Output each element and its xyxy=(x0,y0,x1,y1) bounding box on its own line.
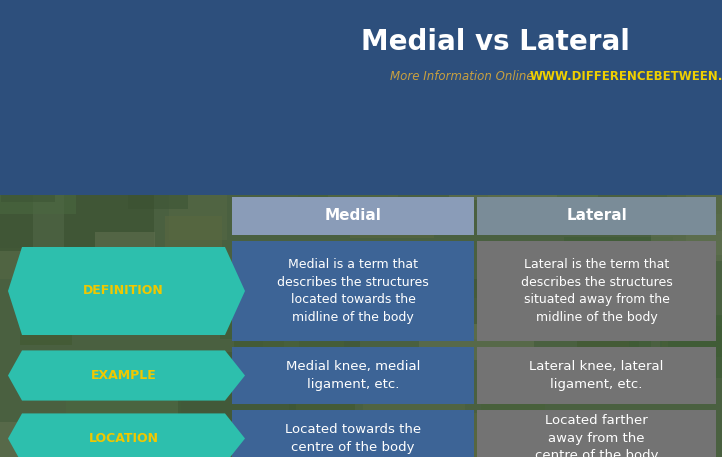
FancyBboxPatch shape xyxy=(305,0,342,8)
FancyBboxPatch shape xyxy=(686,181,722,261)
FancyBboxPatch shape xyxy=(443,290,514,339)
FancyBboxPatch shape xyxy=(461,430,497,457)
FancyBboxPatch shape xyxy=(179,32,223,52)
FancyBboxPatch shape xyxy=(232,241,474,341)
FancyBboxPatch shape xyxy=(488,0,560,27)
FancyBboxPatch shape xyxy=(417,24,446,48)
FancyBboxPatch shape xyxy=(232,410,474,457)
FancyBboxPatch shape xyxy=(477,241,716,341)
FancyBboxPatch shape xyxy=(95,232,155,285)
Text: Lateral knee, lateral
ligament, etc.: Lateral knee, lateral ligament, etc. xyxy=(529,360,664,391)
FancyBboxPatch shape xyxy=(289,395,355,428)
FancyBboxPatch shape xyxy=(661,316,722,355)
Polygon shape xyxy=(8,247,245,335)
FancyBboxPatch shape xyxy=(356,78,398,132)
Text: WWW.DIFFERENCEBETWEEN.COM: WWW.DIFFERENCEBETWEEN.COM xyxy=(530,70,722,84)
FancyBboxPatch shape xyxy=(623,150,677,185)
FancyBboxPatch shape xyxy=(469,279,516,324)
FancyBboxPatch shape xyxy=(79,416,175,457)
FancyBboxPatch shape xyxy=(449,139,557,200)
Text: Located farther
away from the
centre of the body: Located farther away from the centre of … xyxy=(535,414,658,457)
FancyBboxPatch shape xyxy=(487,170,518,223)
FancyBboxPatch shape xyxy=(667,182,722,232)
FancyBboxPatch shape xyxy=(668,315,722,378)
FancyBboxPatch shape xyxy=(178,352,296,420)
FancyBboxPatch shape xyxy=(77,41,157,52)
FancyBboxPatch shape xyxy=(580,41,601,86)
FancyBboxPatch shape xyxy=(275,104,318,119)
FancyBboxPatch shape xyxy=(64,190,154,260)
FancyBboxPatch shape xyxy=(643,241,715,310)
FancyBboxPatch shape xyxy=(419,248,464,283)
FancyBboxPatch shape xyxy=(0,248,41,279)
FancyBboxPatch shape xyxy=(484,262,567,316)
FancyBboxPatch shape xyxy=(66,388,180,457)
FancyBboxPatch shape xyxy=(630,300,651,376)
Text: More Information Online: More Information Online xyxy=(390,70,534,84)
FancyBboxPatch shape xyxy=(417,18,523,59)
FancyBboxPatch shape xyxy=(350,211,433,238)
FancyBboxPatch shape xyxy=(647,47,722,95)
FancyBboxPatch shape xyxy=(0,196,33,250)
FancyBboxPatch shape xyxy=(572,145,613,174)
FancyBboxPatch shape xyxy=(0,164,76,214)
Text: Located towards the
centre of the body: Located towards the centre of the body xyxy=(285,423,421,454)
FancyBboxPatch shape xyxy=(193,162,227,192)
FancyBboxPatch shape xyxy=(220,319,295,339)
FancyBboxPatch shape xyxy=(501,178,598,223)
FancyBboxPatch shape xyxy=(224,0,317,48)
Text: Medial is a term that
describes the structures
located towards the
midline of th: Medial is a term that describes the stru… xyxy=(277,258,429,324)
FancyBboxPatch shape xyxy=(401,66,425,146)
FancyBboxPatch shape xyxy=(580,99,695,132)
FancyBboxPatch shape xyxy=(0,0,41,30)
FancyBboxPatch shape xyxy=(578,339,638,398)
Text: LOCATION: LOCATION xyxy=(89,432,159,445)
FancyBboxPatch shape xyxy=(477,410,716,457)
FancyBboxPatch shape xyxy=(72,292,101,309)
FancyBboxPatch shape xyxy=(320,63,404,122)
FancyBboxPatch shape xyxy=(28,21,136,48)
FancyBboxPatch shape xyxy=(399,0,427,25)
FancyBboxPatch shape xyxy=(651,56,722,94)
FancyBboxPatch shape xyxy=(128,195,188,209)
FancyBboxPatch shape xyxy=(165,217,222,254)
FancyBboxPatch shape xyxy=(0,53,55,91)
FancyBboxPatch shape xyxy=(230,260,258,311)
FancyBboxPatch shape xyxy=(1,147,55,202)
FancyBboxPatch shape xyxy=(19,284,72,345)
FancyBboxPatch shape xyxy=(263,332,344,348)
FancyBboxPatch shape xyxy=(326,127,373,154)
FancyBboxPatch shape xyxy=(234,324,284,357)
FancyBboxPatch shape xyxy=(363,365,464,432)
FancyBboxPatch shape xyxy=(232,347,474,404)
FancyBboxPatch shape xyxy=(232,197,474,235)
Text: Lateral is the term that
describes the structures
situated away from the
midline: Lateral is the term that describes the s… xyxy=(521,258,672,324)
FancyBboxPatch shape xyxy=(243,0,310,43)
FancyBboxPatch shape xyxy=(240,245,335,273)
FancyBboxPatch shape xyxy=(32,280,144,308)
FancyBboxPatch shape xyxy=(564,237,673,307)
FancyBboxPatch shape xyxy=(349,106,430,182)
Text: Medial knee, medial
ligament, etc.: Medial knee, medial ligament, etc. xyxy=(286,360,420,391)
FancyBboxPatch shape xyxy=(0,422,73,457)
FancyBboxPatch shape xyxy=(298,190,388,209)
FancyBboxPatch shape xyxy=(66,5,167,59)
Text: Medial vs Lateral: Medial vs Lateral xyxy=(361,28,630,56)
FancyBboxPatch shape xyxy=(419,298,534,360)
FancyBboxPatch shape xyxy=(299,321,360,393)
FancyBboxPatch shape xyxy=(651,214,722,255)
Text: EXAMPLE: EXAMPLE xyxy=(91,369,157,382)
FancyBboxPatch shape xyxy=(453,414,570,457)
FancyBboxPatch shape xyxy=(660,326,722,357)
FancyBboxPatch shape xyxy=(329,181,398,205)
FancyBboxPatch shape xyxy=(169,161,227,239)
FancyBboxPatch shape xyxy=(422,58,459,95)
FancyBboxPatch shape xyxy=(477,347,716,404)
Text: Lateral: Lateral xyxy=(566,207,627,223)
FancyBboxPatch shape xyxy=(481,394,545,418)
Polygon shape xyxy=(8,351,245,401)
FancyBboxPatch shape xyxy=(462,116,559,132)
FancyBboxPatch shape xyxy=(477,197,716,235)
FancyBboxPatch shape xyxy=(475,121,531,151)
